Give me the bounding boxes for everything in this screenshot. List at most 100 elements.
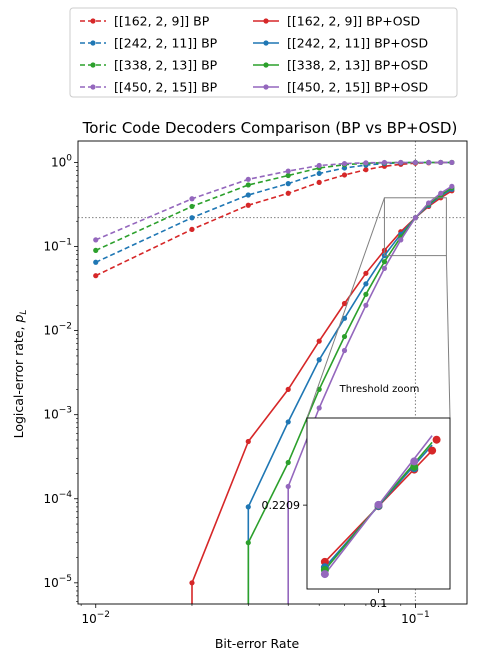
data-point-162-2-9-bp-osd — [189, 580, 195, 586]
legend-label: [[450, 2, 15]] BP+OSD — [287, 80, 428, 95]
inset-marker-450-2-15-bp-osd — [374, 500, 383, 509]
legend-marker — [90, 62, 96, 68]
chart-title: Toric Code Decoders Comparison (BP vs BP… — [82, 119, 458, 137]
data-point-162-2-9-bp — [93, 273, 99, 279]
data-point-450-2-15-bp-osd — [341, 347, 348, 354]
data-point-450-2-15-bp — [398, 159, 404, 166]
data-point-450-2-15-bp — [316, 162, 322, 169]
data-point-338-2-13-bp — [245, 182, 251, 188]
legend-marker — [90, 40, 96, 46]
inset-title: Threshold zoom — [339, 384, 420, 395]
data-point-162-2-9-bp — [189, 226, 195, 232]
x-axis-label: Bit-error Rate — [215, 636, 300, 651]
series-line-242-2-11-bp — [95, 161, 452, 264]
data-point-450-2-15-bp-osd — [381, 265, 388, 271]
data-point-162-2-9-bp-osd — [363, 270, 369, 276]
data-point-338-2-13-bp — [189, 203, 195, 210]
data-point-450-2-15-bp — [438, 159, 444, 166]
data-point-242-2-11-bp-osd — [341, 315, 348, 321]
data-point-450-2-15-bp — [189, 196, 195, 202]
inset-marker-162-2-9-bp-osd — [432, 435, 441, 444]
data-point-450-2-15-bp — [412, 159, 419, 166]
data-point-450-2-15-bp-osd — [316, 405, 322, 411]
data-point-242-2-11-bp — [189, 215, 195, 221]
legend-label: [[162, 2, 9]] BP — [114, 14, 210, 29]
legend-label: [[242, 2, 11]] BP+OSD — [287, 36, 428, 51]
inset-marker-162-2-9-bp-osd — [428, 446, 437, 455]
data-point-162-2-9-bp — [285, 190, 291, 196]
data-point-338-2-13-bp-osd — [341, 333, 348, 340]
legend-label: [[162, 2, 9]] BP+OSD — [287, 14, 420, 29]
data-point-162-2-9-bp-osd — [285, 386, 291, 392]
inset-marker-450-2-15-bp-osd — [320, 570, 329, 579]
data-point-242-2-11-bp — [93, 259, 99, 265]
inset-y-tick-label: 0.2209 — [262, 499, 301, 512]
data-point-242-2-11-bp-osd — [316, 357, 322, 363]
zoom-indicator-box — [383, 197, 447, 257]
legend-frame — [69, 7, 458, 98]
data-point-450-2-15-bp — [93, 237, 99, 243]
data-point-162-2-9-bp-osd — [245, 438, 251, 445]
data-point-450-2-15-bp-osd — [412, 215, 419, 221]
data-point-450-2-15-bp — [363, 160, 369, 166]
series-line-450-2-15-bp — [95, 161, 452, 241]
data-point-450-2-15-bp — [245, 176, 251, 182]
data-point-162-2-9-bp — [245, 202, 251, 208]
data-point-242-2-11-bp-osd — [363, 281, 369, 287]
data-point-162-2-9-bp — [341, 172, 348, 178]
legend-marker — [263, 18, 269, 24]
data-point-450-2-15-bp-osd — [438, 190, 444, 196]
legend-marker — [90, 18, 96, 24]
data-point-450-2-15-bp — [285, 168, 291, 174]
data-point-242-2-11-bp-osd — [245, 504, 251, 510]
y-tick-label: 10−4 — [43, 490, 72, 506]
data-point-338-2-13-bp — [285, 172, 291, 179]
data-point-450-2-15-bp-osd — [398, 237, 404, 243]
data-point-162-2-9-bp-osd — [341, 300, 348, 307]
series-group — [93, 159, 455, 604]
data-point-450-2-15-bp — [381, 159, 388, 166]
data-point-450-2-15-bp-osd — [449, 183, 455, 189]
inset-series-group — [320, 435, 441, 579]
legend-marker — [263, 84, 269, 90]
x-tick-label: 10−2 — [81, 610, 110, 626]
data-point-450-2-15-bp — [449, 159, 455, 166]
y-tick-label: 10−3 — [43, 406, 72, 422]
plot-frame — [77, 140, 468, 605]
inset-marker-450-2-15-bp-osd — [410, 457, 419, 466]
legend-label: [[338, 2, 13]] BP+OSD — [287, 58, 428, 73]
data-point-450-2-15-bp — [426, 159, 432, 166]
data-point-338-2-13-bp — [93, 247, 99, 253]
legend-marker — [263, 40, 269, 46]
legend-marker — [263, 62, 269, 68]
data-point-338-2-13-bp-osd — [381, 259, 388, 265]
y-tick-label: 10−1 — [43, 238, 72, 254]
legend: [[162, 2, 9]] BP [[242, 2, 11]] BP [[338, … — [69, 7, 458, 98]
data-point-242-2-11-bp-osd — [285, 419, 291, 425]
data-point-162-2-9-bp — [316, 179, 322, 185]
data-point-162-2-9-bp — [363, 167, 369, 173]
zoom-connector-line — [306, 197, 385, 419]
data-point-450-2-15-bp-osd — [363, 302, 369, 308]
y-tick-label: 100 — [51, 153, 72, 169]
data-point-242-2-11-bp — [245, 192, 251, 198]
x-tick-label: 10−1 — [401, 610, 430, 626]
data-point-242-2-11-bp — [285, 181, 291, 187]
data-point-450-2-15-bp-osd — [426, 200, 432, 206]
zoom-connector-line — [445, 255, 451, 419]
y-axis-label: Logical-error rate, pL — [11, 310, 29, 439]
data-point-450-2-15-bp — [341, 160, 348, 167]
legend-marker — [90, 84, 96, 90]
data-point-162-2-9-bp-osd — [316, 338, 322, 344]
legend-label: [[242, 2, 11]] BP — [114, 36, 218, 51]
y-tick-label: 10−5 — [43, 574, 72, 590]
inset-x-tick-label: 0.1 — [370, 597, 388, 610]
data-point-242-2-11-bp — [316, 170, 322, 177]
inset-threshold-zoom: 0.1 0.2209 Threshold zoom — [262, 197, 451, 610]
data-point-450-2-15-bp-osd — [285, 483, 291, 490]
data-point-338-2-13-bp-osd — [363, 291, 369, 297]
legend-label: [[450, 2, 15]] BP — [114, 80, 218, 95]
data-point-338-2-13-bp-osd — [245, 540, 251, 546]
y-tick-label: 10−2 — [43, 322, 72, 338]
